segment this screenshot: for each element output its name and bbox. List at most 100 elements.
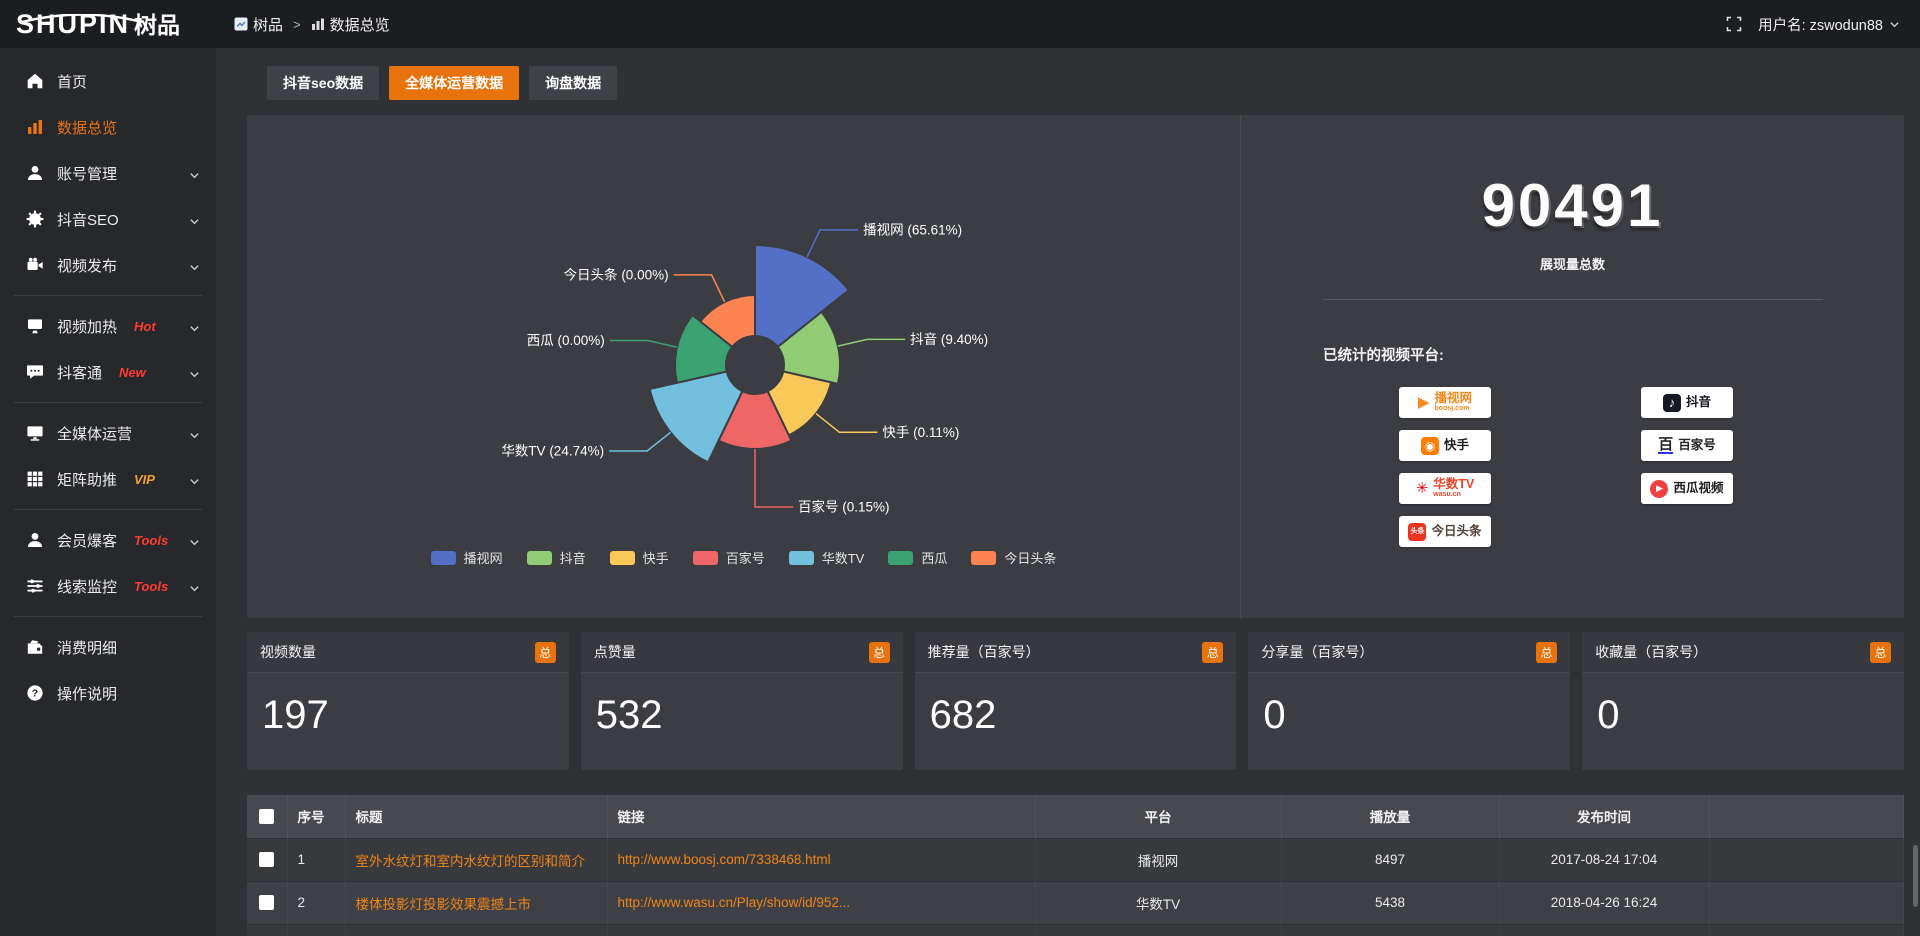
legend-item-5[interactable]: 西瓜 [888,548,947,567]
pie-label: 百家号 (0.15%) [798,499,890,515]
pie-slice-0[interactable] [754,243,851,368]
sidebar-divider [14,402,202,403]
stat-card-label: 分享量（百家号） [1261,644,1374,660]
sidebar-item-label: 操作说明 [57,685,118,703]
gear-icon [26,210,44,228]
legend-swatch [430,550,456,565]
stat-card-value: 0 [1597,693,1620,737]
sidebar-item-gear[interactable]: 抖音SEO [0,196,216,242]
pie-label: 播视网 (65.61%) [863,222,962,237]
platform-badge-抖音: ♪ 抖音 [1641,387,1733,418]
svg-text:?: ? [32,688,38,700]
total-badge[interactable]: 总 [534,641,556,663]
play-logo-icon: ▶ [1417,394,1430,411]
sidebar-item-label: 矩阵助推 [57,471,118,489]
sidebar-item-member[interactable]: 会员爆客 Tools [0,517,216,563]
tab-2[interactable]: 询盘数据 [529,66,618,100]
app-logo[interactable]: SHUPIN 树品 [0,10,216,38]
wallet-icon [26,638,44,656]
sidebar-item-display[interactable]: 全媒体运营 [0,410,216,456]
table-header-2: 链接 [607,795,1036,838]
select-all-checkbox[interactable] [259,809,275,825]
grid-icon [26,470,44,488]
row-checkbox[interactable] [259,852,275,868]
member-icon [26,531,44,549]
pie-label-line [673,274,726,303]
page-scrollbar[interactable] [1913,845,1918,907]
sidebar-item-badge: New [119,364,146,380]
chart-legend: 播视网 抖音 快手 百家号 华数TV 西瓜 今日头条 [247,548,1240,567]
bai-logo-icon: 百 [1658,436,1674,454]
legend-item-3[interactable]: 百家号 [692,548,765,567]
breadcrumb-current[interactable]: 数据总览 [311,14,390,35]
sidebar-item-video[interactable]: 视频发布 [0,242,216,288]
home-icon [26,72,44,90]
total-badge[interactable]: 总 [1536,641,1558,663]
legend-label: 抖音 [559,551,586,566]
sidebar-item-help[interactable]: ? 操作说明 [0,670,216,716]
total-badge[interactable]: 总 [868,641,890,663]
cell-title[interactable]: 室外水纹灯和室内水纹灯的区别和简介 [345,837,608,881]
pie-slice-3[interactable] [717,362,793,450]
impressions-summary: 90491 展现量总数 已统计的视频平台: ▶ 播视网 boosj.com ♪ 抖音 ◉ 快… [1240,115,1904,618]
legend-label: 西瓜 [921,551,948,566]
platform-subtext: wasu.cn [1433,491,1461,499]
pie-label-line [609,431,672,452]
total-badge[interactable]: 总 [1869,641,1891,663]
sidebar-item-heat[interactable]: 视频加热 Hot [0,303,216,349]
cell-link[interactable]: http://www.boosj.com/7338468.html [607,837,1036,881]
cell-link[interactable]: http://www.wasu.cn/Play/show/id/952... [607,880,1036,924]
platform-badge-百家号: 百百家号 [1641,430,1733,461]
breadcrumb-root[interactable]: 树品 [234,14,283,35]
legend-item-0[interactable]: 播视网 [430,548,503,567]
topbar: SHUPIN 树品 树品 > 数据总览 用户名: zswodun88 [0,0,1920,48]
sidebar-item-label: 数据总览 [57,119,118,137]
sliders-icon [26,577,44,595]
pie-hole [725,335,785,395]
platform-name: 抖音 [1685,394,1711,409]
sidebar-item-label: 视频发布 [57,257,118,275]
chevron-down-icon [1890,21,1899,27]
sidebar-item-sliders[interactable]: 线索监控 Tools [0,563,216,609]
pie-label-line [837,338,906,347]
cell-title[interactable]: 楼体投影灯投影效果震撼上市 [345,880,608,924]
tab-0[interactable]: 抖音seo数据 [267,66,380,100]
user-menu[interactable]: 用户名: zswodun88 [1758,14,1900,35]
legend-swatch [788,550,814,565]
tab-1[interactable]: 全媒体运营数据 [389,66,520,100]
toutiao-logo-icon: 头条 [1408,522,1427,541]
sidebar-divider [14,616,202,617]
platform-name: 西瓜视频 [1673,480,1724,495]
legend-item-4[interactable]: 华数TV [788,548,864,567]
legend-item-2[interactable]: 快手 [609,548,669,567]
platform-badge-西瓜视频: ▶ 西瓜视频 [1641,473,1733,504]
pie-label-line [815,413,878,434]
fullscreen-icon[interactable] [1726,16,1742,32]
platform-name: 华数TV [1433,477,1475,492]
legend-item-6[interactable]: 今日头条 [971,548,1056,567]
legend-item-1[interactable]: 抖音 [526,548,586,567]
sidebar-item-chart[interactable]: 数据总览 [0,104,216,150]
chevron-down-icon [189,535,200,546]
sidebar-item-label: 线索监控 [57,578,118,596]
user-icon [26,164,44,182]
sidebar-item-label: 消费明细 [57,639,118,657]
dashboard-icon [234,17,248,31]
sidebar-item-grid[interactable]: 矩阵助推 VIP [0,456,216,502]
sidebar-item-chat[interactable]: 抖客通 New [0,349,216,395]
sidebar-divider [14,509,202,510]
sidebar: 首页 数据总览 账号管理 抖音SEO 视频发布 视频加热 Hot 抖客通 New 全媒体运营 矩阵助… [0,48,216,936]
pie-label-line [754,449,793,508]
platform-name: 播视网 [1434,391,1473,406]
stat-card-3: 分享量（百家号） 总 0 [1248,632,1571,770]
platform-badge-华数TV: ✳ 华数TV wasu.cn [1399,473,1491,504]
stat-card-header: 推荐量（百家号） 总 [914,632,1237,673]
total-impressions-label: 展现量总数 [1539,257,1605,272]
table-header-1: 标题 [345,795,608,838]
row-checkbox[interactable] [259,895,275,911]
cell-time: 2017-08-24 17:04 [1499,837,1710,881]
sidebar-item-user[interactable]: 账号管理 [0,150,216,196]
sidebar-item-home[interactable]: 首页 [0,58,216,104]
sidebar-item-wallet[interactable]: 消费明细 [0,624,216,670]
total-badge[interactable]: 总 [1202,641,1224,663]
